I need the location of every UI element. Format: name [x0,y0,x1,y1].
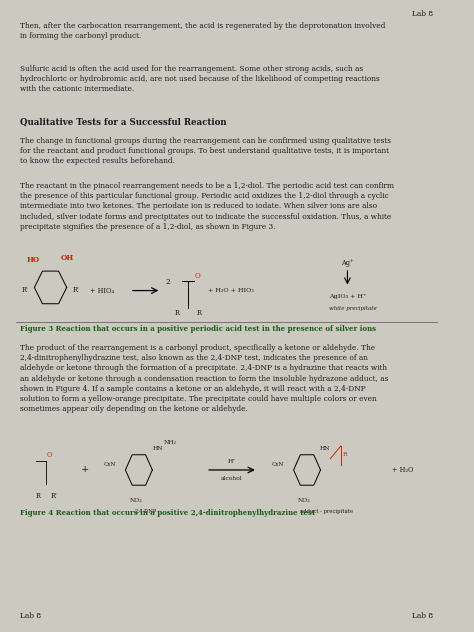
Text: O₂N: O₂N [272,463,285,468]
Text: +: + [81,466,89,475]
Text: O: O [47,451,53,459]
Text: O: O [194,272,200,280]
Text: Ag⁺: Ag⁺ [341,258,353,267]
Text: Qualitative Tests for a Successful Reaction: Qualitative Tests for a Successful React… [20,118,227,127]
Text: R': R' [21,286,28,294]
Text: R: R [343,452,347,457]
Text: The change in functional groups during the rearrangement can be confirmed using : The change in functional groups during t… [20,137,391,165]
Text: OH: OH [60,254,73,262]
Text: Lab 8: Lab 8 [20,612,41,621]
Text: Sulfuric acid is often the acid used for the rearrangement. Some other strong ac: Sulfuric acid is often the acid used for… [20,65,380,93]
Text: HO: HO [27,255,40,264]
Text: R: R [197,309,202,317]
Text: H⁺: H⁺ [228,459,236,464]
Text: alcohol: alcohol [221,477,243,481]
Text: 2: 2 [166,278,171,286]
Text: NO₂: NO₂ [298,498,311,503]
Text: adduct - precipitate: adduct - precipitate [301,509,354,514]
Text: The reactant in the pinacol rearrangement needs to be a 1,2-diol. The periodic a: The reactant in the pinacol rearrangemen… [20,182,394,231]
Text: R': R' [50,492,57,500]
Text: + H₂O: + H₂O [392,466,414,474]
Text: Figure 3 Reaction that occurs in a positive periodic acid test in the presence o: Figure 3 Reaction that occurs in a posit… [20,325,376,334]
Text: NO₂: NO₂ [130,498,143,503]
Text: R': R' [73,286,80,294]
Text: O₂N: O₂N [104,463,117,468]
Text: 2,4-DNP: 2,4-DNP [135,509,157,514]
Text: R: R [174,309,180,317]
Text: HN: HN [152,446,163,451]
Text: Figure 4 Reaction that occurs in a positive 2,4-dinitrophenylhydrazine test: Figure 4 Reaction that occurs in a posit… [20,509,315,518]
Text: + HIO₄: + HIO₄ [90,286,114,295]
Text: The product of the rearrangement is a carbonyl product, specifically a ketone or: The product of the rearrangement is a ca… [20,344,388,413]
Text: white precipitate: white precipitate [329,307,377,312]
Text: NH₂: NH₂ [164,440,176,445]
Text: R: R [36,492,40,500]
Text: Then, after the carbocation rearrangement, the acid is regenerated by the deprot: Then, after the carbocation rearrangemen… [20,22,385,40]
Text: Lab 8: Lab 8 [411,9,433,18]
Text: AgIO₃ + H⁺: AgIO₃ + H⁺ [329,294,367,299]
Text: HN: HN [319,446,330,451]
Text: Lab 8: Lab 8 [411,612,433,621]
Text: + H₂O + HIO₃: + H₂O + HIO₃ [209,288,254,293]
